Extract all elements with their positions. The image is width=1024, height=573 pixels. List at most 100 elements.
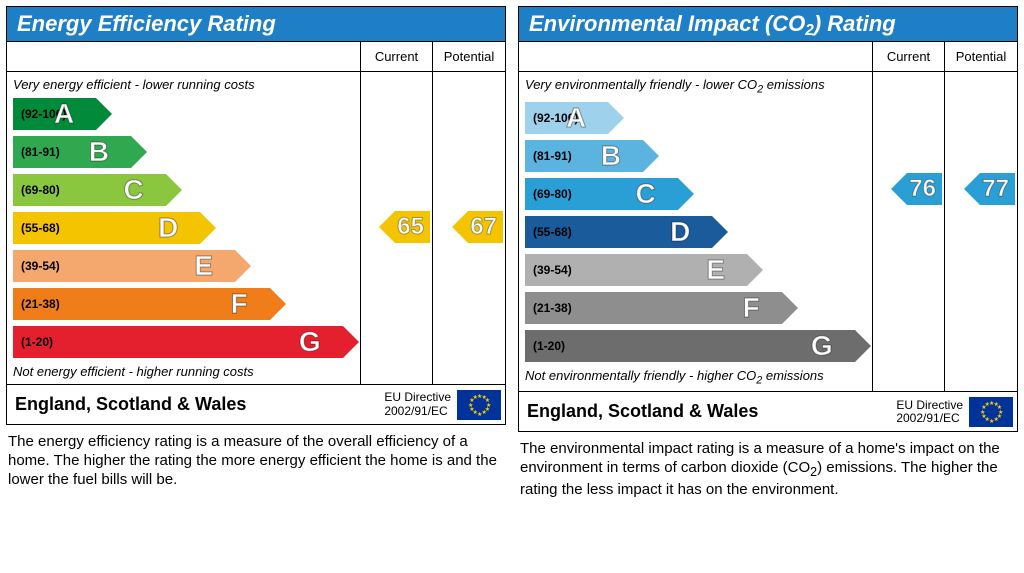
band-bar: (39-54)E bbox=[525, 254, 747, 286]
current-column: 65 bbox=[361, 72, 433, 384]
chevron-right-icon bbox=[747, 254, 763, 286]
band-letter: B bbox=[89, 136, 109, 168]
band-letter: B bbox=[601, 140, 621, 172]
band-range: (69-80) bbox=[17, 183, 60, 197]
band-row-a: (92-100)A bbox=[7, 95, 360, 133]
footer-row: England, Scotland & Wales EU Directive20… bbox=[7, 384, 505, 424]
rating-pointer: 67 bbox=[452, 211, 503, 243]
band-bar: (92-100)A bbox=[525, 102, 608, 134]
band-range: (39-54) bbox=[17, 259, 60, 273]
band-letter: E bbox=[194, 250, 213, 282]
rating-pointer: 65 bbox=[379, 211, 430, 243]
band-row-d: (55-68)D bbox=[7, 209, 360, 247]
chevron-right-icon bbox=[200, 212, 216, 244]
band-range: (21-38) bbox=[17, 297, 60, 311]
band-range: (81-91) bbox=[529, 149, 572, 163]
header-current: Current bbox=[361, 42, 433, 72]
header-spacer bbox=[7, 42, 361, 72]
band-row-e: (39-54) E bbox=[7, 247, 360, 285]
potential-column: 77 bbox=[945, 72, 1017, 391]
rating-value: 77 bbox=[980, 173, 1015, 205]
column-headers: Current Potential bbox=[519, 42, 1017, 72]
eu-flag-icon: ★★★★★★★★★★★★ bbox=[969, 397, 1013, 427]
band-row-b: (81-91) B bbox=[7, 133, 360, 171]
top-note: Very energy efficient - lower running co… bbox=[7, 74, 360, 95]
band-letter: F bbox=[231, 288, 248, 320]
band-bar: (81-91) B bbox=[13, 136, 131, 168]
chevron-right-icon bbox=[270, 288, 286, 320]
chart-box: Current Potential Very energy efficient … bbox=[6, 42, 506, 425]
environmental-impact-panel: Environmental Impact (CO2) Rating Curren… bbox=[518, 6, 1018, 567]
band-row-d: (55-68) D bbox=[519, 213, 872, 251]
bands-region: Very energy efficient - lower running co… bbox=[7, 72, 505, 384]
chevron-right-icon bbox=[855, 330, 871, 362]
chevron-right-icon bbox=[678, 178, 694, 210]
current-column: 76 bbox=[873, 72, 945, 391]
band-bar: (92-100)A bbox=[13, 98, 96, 130]
rating-pointer: 77 bbox=[964, 173, 1015, 205]
header-potential: Potential bbox=[433, 42, 505, 72]
header-potential: Potential bbox=[945, 42, 1017, 72]
rating-pointer: 76 bbox=[891, 173, 942, 205]
band-letter: D bbox=[158, 212, 178, 244]
bottom-note: Not environmentally friendly - higher CO… bbox=[519, 365, 872, 390]
band-row-g: (1-20) G bbox=[7, 323, 360, 361]
chevron-right-icon bbox=[712, 216, 728, 248]
band-bar: (81-91) B bbox=[525, 140, 643, 172]
band-row-g: (1-20) G bbox=[519, 327, 872, 365]
star-icon: ★ bbox=[473, 394, 478, 401]
band-row-c: (69-80)C bbox=[7, 171, 360, 209]
band-letter: G bbox=[811, 330, 833, 362]
band-letter: G bbox=[299, 326, 321, 358]
band-range: (69-80) bbox=[529, 187, 572, 201]
column-headers: Current Potential bbox=[7, 42, 505, 72]
panel-title: Energy Efficiency Rating bbox=[6, 6, 506, 42]
eu-flag-icon: ★★★★★★★★★★★★ bbox=[457, 390, 501, 420]
chevron-left-icon bbox=[452, 211, 468, 243]
chevron-right-icon bbox=[166, 174, 182, 206]
band-row-f: (21-38) F bbox=[519, 289, 872, 327]
bands-region: Very environmentally friendly - lower CO… bbox=[519, 72, 1017, 391]
rating-value: 67 bbox=[468, 211, 503, 243]
band-range: (1-20) bbox=[529, 339, 565, 353]
region-label: England, Scotland & Wales bbox=[519, 401, 896, 422]
band-range: (55-68) bbox=[529, 225, 572, 239]
band-letter: D bbox=[670, 216, 690, 248]
header-spacer bbox=[519, 42, 873, 72]
band-bar: (1-20) G bbox=[525, 330, 855, 362]
panel-title: Environmental Impact (CO2) Rating bbox=[518, 6, 1018, 42]
band-range: (39-54) bbox=[529, 263, 572, 277]
band-range: (81-91) bbox=[17, 145, 60, 159]
chevron-right-icon bbox=[608, 102, 624, 134]
top-note: Very environmentally friendly - lower CO… bbox=[519, 74, 872, 99]
band-row-c: (69-80)C bbox=[519, 175, 872, 213]
rating-value: 65 bbox=[395, 211, 430, 243]
rating-value: 76 bbox=[907, 173, 942, 205]
chevron-right-icon bbox=[343, 326, 359, 358]
band-bar: (55-68)D bbox=[13, 212, 200, 244]
chevron-left-icon bbox=[891, 173, 907, 205]
band-range: (1-20) bbox=[17, 335, 53, 349]
band-row-a: (92-100)A bbox=[519, 99, 872, 137]
band-letter: F bbox=[743, 292, 760, 324]
band-row-e: (39-54)E bbox=[519, 251, 872, 289]
chevron-left-icon bbox=[379, 211, 395, 243]
band-bar: (21-38) F bbox=[13, 288, 270, 320]
potential-column: 67 bbox=[433, 72, 505, 384]
directive-text: EU Directive2002/91/EC bbox=[384, 391, 457, 417]
chart-box: Current Potential Very environmentally f… bbox=[518, 42, 1018, 432]
bands-column: Very energy efficient - lower running co… bbox=[7, 72, 361, 384]
chevron-right-icon bbox=[782, 292, 798, 324]
band-bar: (21-38) F bbox=[525, 292, 782, 324]
band-bar: (55-68) D bbox=[525, 216, 712, 248]
band-range: (21-38) bbox=[529, 301, 572, 315]
star-icon: ★ bbox=[985, 401, 990, 408]
chevron-right-icon bbox=[131, 136, 147, 168]
energy-efficiency-panel: Energy Efficiency Rating Current Potenti… bbox=[6, 6, 506, 567]
band-bar: (39-54) E bbox=[13, 250, 235, 282]
chevron-right-icon bbox=[96, 98, 112, 130]
footer-row: England, Scotland & Wales EU Directive20… bbox=[519, 391, 1017, 431]
panel-description: The environmental impact rating is a mea… bbox=[518, 432, 1018, 499]
band-letter: A bbox=[566, 102, 586, 134]
chevron-left-icon bbox=[964, 173, 980, 205]
